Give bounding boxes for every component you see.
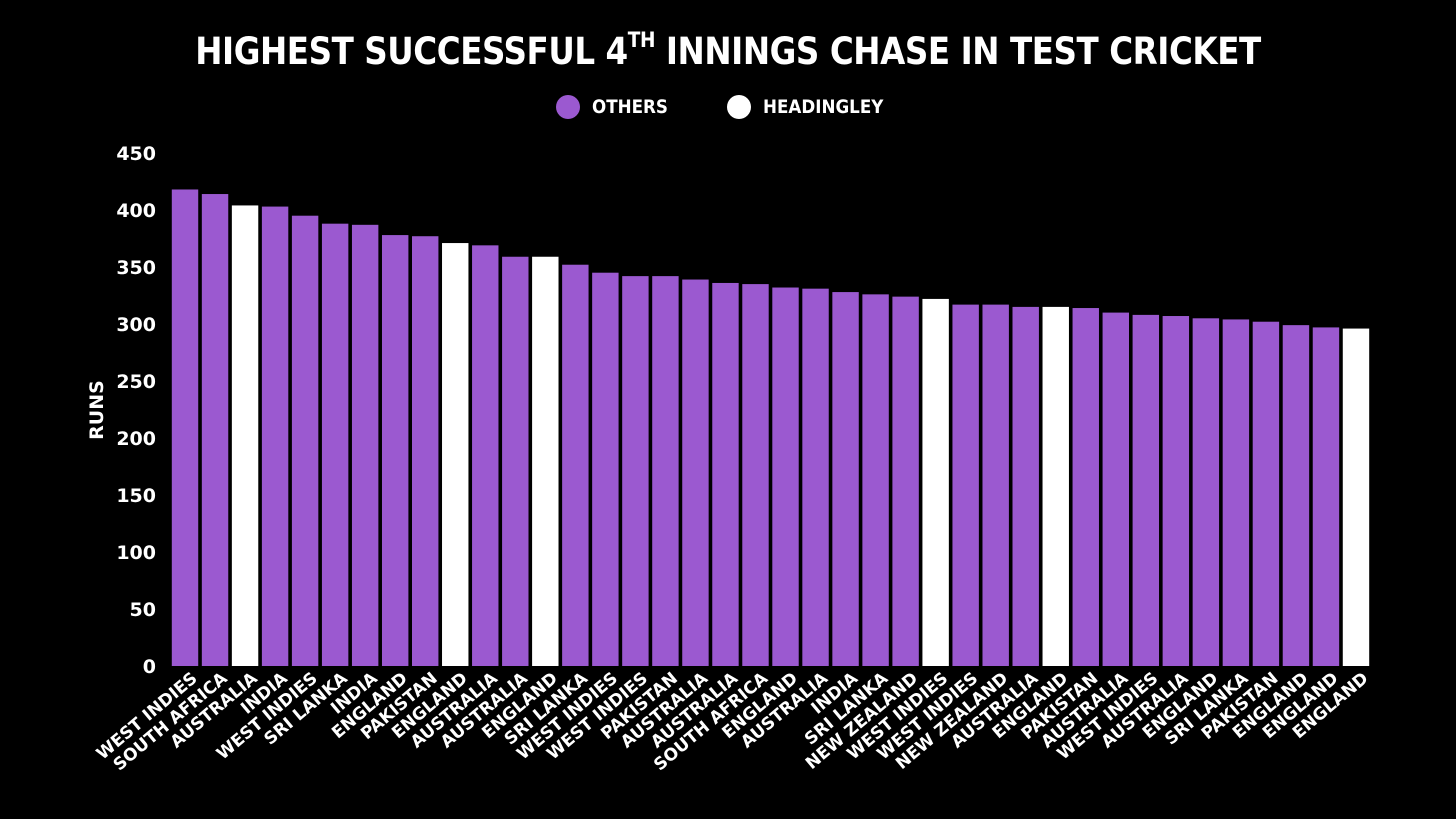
- bar: [742, 284, 769, 666]
- bar: [1162, 316, 1190, 666]
- bar: [1282, 325, 1310, 666]
- legend-swatch-headingley: [726, 95, 751, 119]
- legend-swatch-others: [556, 95, 581, 119]
- bar: [952, 304, 979, 666]
- bar: [442, 243, 469, 666]
- bar: [1072, 308, 1099, 666]
- bars: [171, 189, 1370, 667]
- y-tick-label: 200: [116, 428, 156, 450]
- bar: [472, 245, 499, 666]
- bar: [502, 256, 529, 666]
- bar: [1132, 314, 1160, 666]
- bar: [1192, 318, 1220, 666]
- bar: [592, 272, 619, 666]
- bar: [171, 189, 199, 667]
- bar: [1342, 328, 1370, 666]
- legend-item-headingley: HEADINGLEY: [726, 95, 900, 119]
- bar: [381, 235, 409, 666]
- bar: [231, 205, 259, 666]
- bar: [1102, 312, 1129, 666]
- y-axis: 0 50 100 150 200 250 300 350 400 450: [116, 143, 156, 678]
- bar: [892, 296, 919, 666]
- y-tick-label: 300: [116, 314, 156, 336]
- y-tick-label: 50: [130, 599, 156, 621]
- title-rest: INNINGS CHASE IN TEST CRICKET: [654, 30, 1261, 73]
- title-main: HIGHEST SUCCESSFUL 4: [195, 30, 628, 73]
- bar: [682, 279, 709, 666]
- bar: [201, 194, 229, 667]
- legend: OTHERS HEADINGLEY: [0, 95, 1456, 119]
- bar: [1222, 319, 1250, 666]
- bar: [622, 276, 649, 666]
- y-tick-label: 0: [143, 656, 156, 678]
- bar: [1252, 321, 1280, 666]
- y-tick-label: 150: [116, 485, 156, 507]
- bar: [351, 224, 379, 666]
- y-tick-label: 450: [116, 143, 156, 165]
- y-axis-label: RUNS: [86, 380, 108, 440]
- chart-title: HIGHEST SUCCESSFUL 4TH INNINGS CHASE IN …: [87, 28, 1368, 74]
- legend-label-headingley: HEADINGLEY: [762, 96, 884, 118]
- bar: [1312, 327, 1340, 666]
- title-superscript: TH: [627, 28, 656, 52]
- bar: [832, 292, 859, 666]
- bar: [261, 206, 289, 666]
- y-tick-label: 400: [116, 200, 156, 222]
- bar: [922, 298, 949, 666]
- bar: [982, 304, 1009, 666]
- y-tick-label: 350: [116, 257, 156, 279]
- bar: [712, 282, 739, 666]
- bar: [652, 276, 679, 666]
- bar: [412, 236, 439, 666]
- y-tick-label: 100: [116, 542, 156, 564]
- legend-item-others: OTHERS: [556, 95, 678, 119]
- bar: [562, 264, 589, 666]
- y-tick-label: 250: [116, 371, 156, 393]
- bar: [291, 215, 319, 666]
- bar: [862, 294, 889, 666]
- bar: [1012, 306, 1039, 666]
- legend-label-others: OTHERS: [592, 96, 669, 118]
- bar: [1042, 306, 1069, 666]
- bar: [532, 256, 559, 666]
- bar: [802, 288, 829, 666]
- bar: [321, 223, 349, 666]
- bar: [772, 287, 799, 666]
